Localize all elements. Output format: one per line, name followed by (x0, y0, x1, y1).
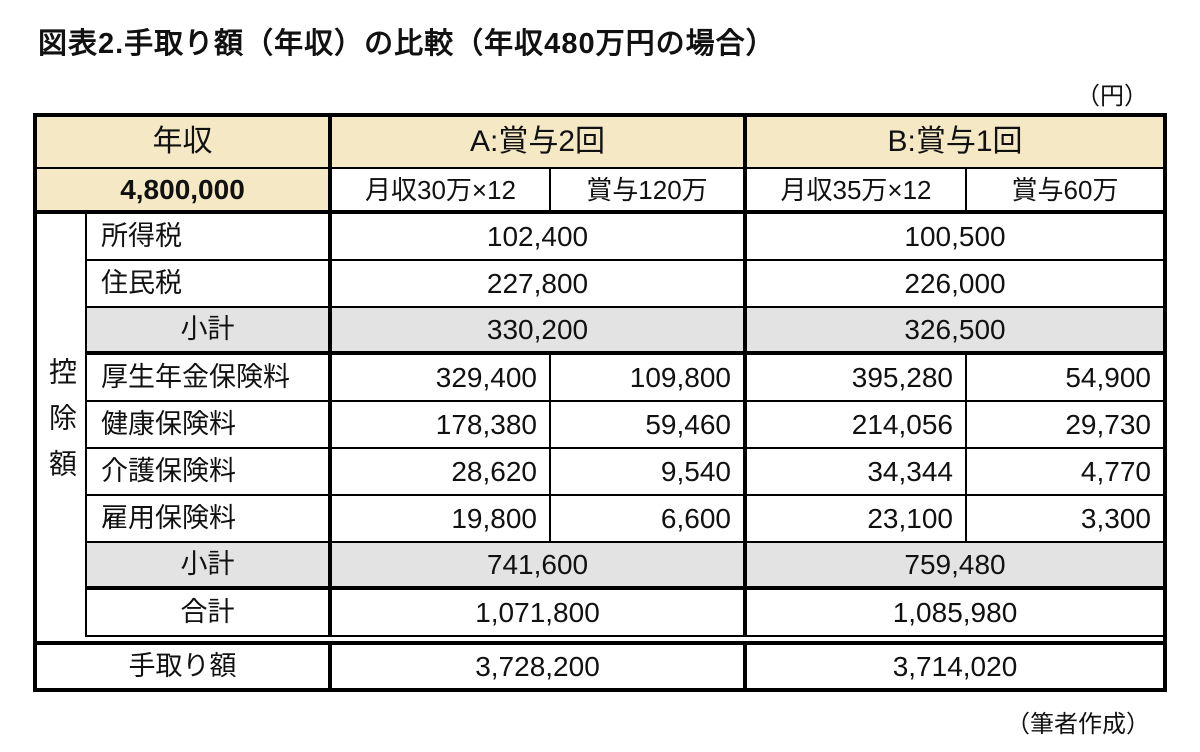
subtotal-tax-a: 330,200 (332, 308, 747, 355)
health-a-bonus: 59,460 (551, 402, 747, 449)
health-b-monthly: 214,056 (747, 402, 967, 449)
comparison-table: 年収 A:賞与2回 B:賞与1回 4,800,000 月収30万×12 賞与12… (33, 113, 1167, 692)
total-b: 1,085,980 (747, 590, 1163, 637)
nursing-a-bonus: 9,540 (551, 449, 747, 496)
header-group-b-label: B:賞与1回 (747, 117, 1163, 169)
employment-b-monthly: 23,100 (747, 496, 967, 543)
deduction-group-label: 控除額 (46, 356, 77, 495)
main-table-grid: 年収 A:賞与2回 B:賞与1回 4,800,000 月収30万×12 賞与12… (37, 117, 1163, 637)
income-tax-b: 100,500 (747, 214, 1163, 261)
row-label-subtotal-tax: 小計 (87, 308, 332, 355)
row-label-health: 健康保険料 (87, 402, 332, 449)
header-a-monthly: 月収30万×12 (332, 169, 551, 214)
net-income-label: 手取り額 (37, 645, 332, 688)
health-a-monthly: 178,380 (332, 402, 551, 449)
header-a-bonus: 賞与120万 (551, 169, 747, 214)
header-income-value: 4,800,000 (37, 169, 332, 214)
row-label-pension: 厚生年金保険料 (87, 355, 332, 402)
unit-note: （円） (1076, 83, 1148, 110)
row-label-resident-tax: 住民税 (87, 261, 332, 308)
pension-a-bonus: 109,800 (551, 355, 747, 402)
row-label-income-tax: 所得税 (87, 214, 332, 261)
subtotal-insurance-a: 741,600 (332, 543, 747, 590)
subtotal-tax-b: 326,500 (747, 308, 1163, 355)
net-income-b: 3,714,020 (747, 645, 1163, 688)
header-b-bonus: 賞与60万 (967, 169, 1163, 214)
employment-a-bonus: 6,600 (551, 496, 747, 543)
header-income-label: 年収 (37, 117, 332, 169)
nursing-a-monthly: 28,620 (332, 449, 551, 496)
resident-tax-a: 227,800 (332, 261, 747, 308)
deduction-group-cell: 控除額 (37, 214, 87, 637)
row-label-employment: 雇用保険料 (87, 496, 332, 543)
row-label-total: 合計 (87, 590, 332, 637)
resident-tax-b: 226,000 (747, 261, 1163, 308)
employment-b-bonus: 3,300 (967, 496, 1163, 543)
header-group-a-label: A:賞与2回 (332, 117, 747, 169)
total-a: 1,071,800 (332, 590, 747, 637)
row-label-subtotal-insurance: 小計 (87, 543, 332, 590)
pension-b-bonus: 54,900 (967, 355, 1163, 402)
pension-a-monthly: 329,400 (332, 355, 551, 402)
health-b-bonus: 29,730 (967, 402, 1163, 449)
income-tax-a: 102,400 (332, 214, 747, 261)
net-income-row: 手取り額 3,728,200 3,714,020 (37, 641, 1163, 688)
subtotal-insurance-b: 759,480 (747, 543, 1163, 590)
header-b-monthly: 月収35万×12 (747, 169, 967, 214)
figure-title: 図表2.手取り額（年収）の比較（年収480万円の場合） (38, 28, 776, 60)
row-label-nursing: 介護保険料 (87, 449, 332, 496)
employment-a-monthly: 19,800 (332, 496, 551, 543)
nursing-b-monthly: 34,344 (747, 449, 967, 496)
credit-note: （筆者作成） (1006, 711, 1150, 738)
net-income-a: 3,728,200 (332, 645, 747, 688)
pension-b-monthly: 395,280 (747, 355, 967, 402)
nursing-b-bonus: 4,770 (967, 449, 1163, 496)
